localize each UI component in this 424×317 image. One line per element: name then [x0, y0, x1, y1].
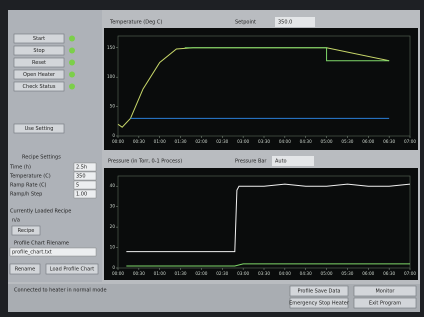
- screen: Temperature (Deg C) Setpoint 350.0 Press…: [0, 0, 424, 317]
- y-tick-label: 20: [110, 224, 116, 229]
- field-input-value: 2.5h: [76, 165, 87, 171]
- x-tick-label: 07:00: [404, 139, 416, 144]
- y-tick-label: 0: [112, 265, 115, 270]
- y-tick-label: 0: [112, 133, 115, 138]
- status-indicator: [69, 84, 75, 90]
- y-tick-label: 100: [107, 74, 115, 79]
- x-tick-label: 01:30: [175, 271, 187, 276]
- top-chart-title: Temperature (Deg C): [109, 20, 162, 26]
- pressure-bar-value: Auto: [275, 159, 287, 165]
- recipe-title: Recipe Settings: [22, 155, 61, 161]
- setpoint-value: 350.0: [278, 20, 292, 26]
- x-tick-label: 05:30: [341, 271, 353, 276]
- x-tick-label: 05:00: [321, 139, 333, 144]
- loaded-value: n/a: [12, 218, 20, 224]
- x-tick-label: 01:00: [154, 271, 166, 276]
- setpoint-label: Setpoint: [235, 20, 256, 26]
- load-profile-button-label: Load Profile Chart: [50, 267, 95, 273]
- loaded-title: Currently Loaded Recipe: [10, 209, 71, 215]
- profile-title: Profile Chart Filename: [14, 241, 69, 247]
- x-tick-label: 04:30: [300, 271, 312, 276]
- x-tick-label: 04:30: [300, 139, 312, 144]
- top-chart-panel: [104, 28, 418, 150]
- x-tick-label: 06:30: [383, 271, 395, 276]
- x-tick-label: 04:00: [279, 271, 291, 276]
- control-button-label: Open Heater: [23, 72, 56, 78]
- profile-input-value: profile_chart.txt: [12, 250, 52, 256]
- status-button-label: Exit Program: [369, 301, 401, 307]
- x-tick-label: 03:30: [258, 139, 270, 144]
- x-tick-label: 05:00: [321, 271, 333, 276]
- bottom-chart-title: Pressure (in Torr, 0-1 Process): [108, 159, 182, 165]
- x-tick-label: 02:00: [195, 139, 207, 144]
- x-tick-label: 02:30: [216, 139, 228, 144]
- y-tick-label: 50: [110, 104, 116, 109]
- status-indicator: [69, 48, 75, 54]
- rename-button-label: Rename: [15, 267, 36, 273]
- control-button-label: Check Status: [23, 84, 56, 90]
- x-tick-label: 00:30: [133, 139, 145, 144]
- x-tick-label: 02:00: [195, 271, 207, 276]
- y-tick-label: 10: [110, 245, 116, 250]
- control-button-label: Reset: [32, 60, 46, 66]
- field-label: Ramp Rate (C): [10, 183, 47, 189]
- status-indicator: [69, 72, 75, 78]
- x-tick-label: 01:00: [154, 139, 166, 144]
- x-tick-label: 00:30: [133, 271, 145, 276]
- status-button-label: Monitor: [375, 289, 395, 295]
- recipe-button-label: Recipe: [18, 228, 35, 234]
- x-tick-label: 05:30: [341, 139, 353, 144]
- x-tick-label: 01:30: [175, 139, 187, 144]
- x-tick-label: 06:30: [383, 139, 395, 144]
- x-tick-label: 03:00: [237, 271, 249, 276]
- field-label: Time (h): [9, 165, 31, 171]
- x-tick-label: 06:00: [362, 139, 374, 144]
- status-indicator: [69, 36, 75, 42]
- x-tick-label: 07:00: [404, 271, 416, 276]
- x-tick-label: 03:30: [258, 271, 270, 276]
- field-input-value: 350: [76, 174, 86, 180]
- page: Temperature (Deg C) Setpoint 350.0 Press…: [0, 0, 424, 317]
- pressure-bar-label: Pressure Bar: [235, 159, 267, 165]
- bottom-chart-panel: [104, 168, 418, 280]
- x-tick-label: 04:00: [279, 139, 291, 144]
- status-indicator: [69, 60, 75, 66]
- y-tick-label: 30: [110, 204, 116, 209]
- x-tick-label: 00:00: [112, 139, 124, 144]
- field-label: Ramp/h Step: [10, 192, 42, 198]
- x-tick-label: 00:00: [112, 271, 124, 276]
- field-input-value: 5: [76, 183, 79, 189]
- field-input-value: 1.00: [76, 192, 87, 198]
- control-button-label: Start: [33, 36, 45, 42]
- x-tick-label: 03:00: [237, 139, 249, 144]
- x-tick-label: 02:30: [216, 271, 228, 276]
- x-tick-label: 06:00: [362, 271, 374, 276]
- use-setting-button-label: Use Setting: [25, 126, 54, 132]
- y-tick-label: 40: [110, 183, 116, 188]
- control-button-label: Stop: [33, 48, 44, 54]
- y-tick-label: 150: [107, 45, 115, 50]
- field-label: Temperature (C): [9, 174, 51, 180]
- status-button-label: Emergency Stop Heater: [289, 301, 350, 307]
- status-button-label: Profile Save Data: [298, 289, 341, 295]
- status-message: Connected to heater in normal mode: [14, 288, 107, 294]
